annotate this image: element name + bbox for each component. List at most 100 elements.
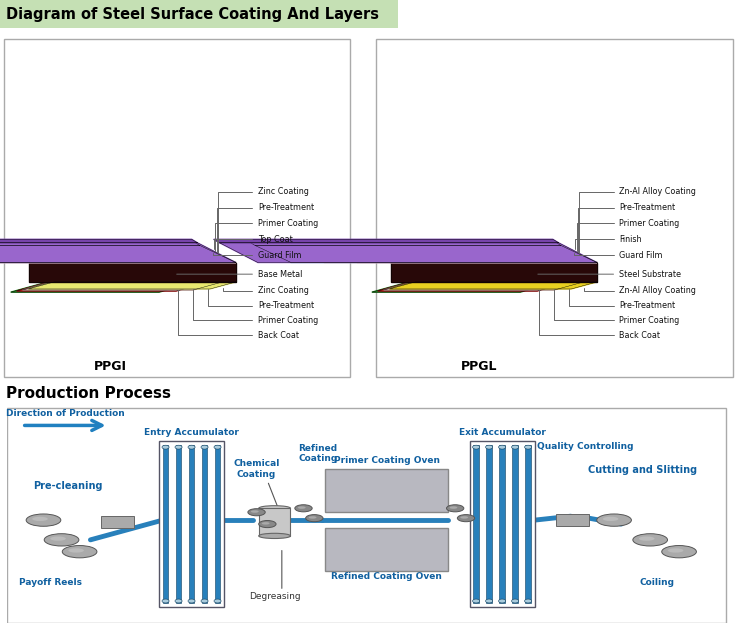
Polygon shape: [255, 245, 597, 262]
Ellipse shape: [32, 517, 48, 521]
Polygon shape: [11, 255, 236, 262]
Circle shape: [175, 445, 182, 449]
Bar: [259, 508, 290, 536]
Ellipse shape: [461, 516, 468, 519]
Text: Guard Film: Guard Film: [213, 250, 301, 260]
FancyBboxPatch shape: [556, 515, 589, 526]
Polygon shape: [0, 251, 236, 262]
Ellipse shape: [450, 506, 458, 509]
Text: PPGL: PPGL: [461, 360, 497, 373]
Polygon shape: [0, 244, 202, 248]
Text: Base Metal: Base Metal: [177, 270, 302, 279]
Circle shape: [188, 445, 195, 449]
Ellipse shape: [50, 537, 66, 541]
Text: Primer Coating Oven: Primer Coating Oven: [334, 456, 439, 465]
Circle shape: [472, 599, 480, 603]
Text: Degreasing: Degreasing: [249, 592, 301, 601]
Circle shape: [498, 445, 506, 449]
FancyBboxPatch shape: [101, 516, 134, 528]
Text: Pre-Treatment: Pre-Treatment: [578, 203, 675, 252]
Text: Zn-Al Alloy Coating: Zn-Al Alloy Coating: [584, 286, 696, 295]
Text: Production Process: Production Process: [6, 386, 171, 401]
Ellipse shape: [458, 515, 475, 521]
Text: Guard Film: Guard Film: [574, 250, 663, 260]
Text: Primer Coating: Primer Coating: [215, 219, 318, 251]
Circle shape: [214, 599, 221, 603]
Circle shape: [511, 599, 519, 603]
Polygon shape: [290, 248, 597, 262]
Text: Exit Accumulator: Exit Accumulator: [458, 428, 545, 437]
Polygon shape: [372, 255, 597, 262]
Bar: [499, 445, 505, 603]
Text: Zinc Coating: Zinc Coating: [218, 187, 309, 253]
Text: Refined
Coating: Refined Coating: [298, 443, 338, 463]
Text: Direction of Production: Direction of Production: [6, 409, 125, 418]
Circle shape: [188, 599, 195, 603]
Circle shape: [486, 599, 493, 603]
Text: Chemical
Coating: Chemical Coating: [234, 459, 280, 479]
Bar: [175, 445, 181, 603]
Ellipse shape: [633, 533, 668, 546]
Ellipse shape: [26, 514, 61, 526]
Text: Entry Accumulator: Entry Accumulator: [144, 428, 239, 437]
Polygon shape: [384, 282, 584, 290]
Polygon shape: [0, 246, 204, 250]
FancyBboxPatch shape: [7, 408, 726, 623]
Text: PPGI: PPGI: [94, 360, 127, 373]
FancyBboxPatch shape: [325, 469, 448, 512]
Bar: [163, 445, 169, 603]
Ellipse shape: [309, 516, 316, 519]
Ellipse shape: [639, 537, 654, 541]
Ellipse shape: [262, 522, 270, 525]
Ellipse shape: [597, 514, 632, 526]
Polygon shape: [372, 282, 557, 292]
FancyBboxPatch shape: [0, 0, 398, 28]
Ellipse shape: [295, 504, 312, 512]
Ellipse shape: [251, 510, 259, 513]
Polygon shape: [0, 245, 236, 262]
Ellipse shape: [44, 533, 79, 546]
Bar: [486, 445, 492, 603]
Ellipse shape: [668, 548, 683, 553]
FancyBboxPatch shape: [469, 441, 534, 607]
Circle shape: [472, 445, 480, 449]
Polygon shape: [390, 282, 597, 289]
Polygon shape: [0, 248, 236, 262]
Polygon shape: [29, 262, 236, 282]
Polygon shape: [355, 248, 567, 251]
Text: Back Coat: Back Coat: [178, 290, 299, 340]
FancyBboxPatch shape: [159, 441, 224, 607]
Bar: [214, 445, 220, 603]
Ellipse shape: [662, 545, 696, 558]
Polygon shape: [0, 239, 198, 243]
Ellipse shape: [259, 521, 276, 528]
Polygon shape: [0, 243, 236, 262]
Ellipse shape: [248, 509, 265, 516]
Circle shape: [525, 599, 531, 603]
Ellipse shape: [69, 548, 84, 553]
Ellipse shape: [259, 533, 290, 538]
Circle shape: [214, 445, 221, 449]
Circle shape: [162, 599, 169, 603]
Polygon shape: [23, 282, 223, 290]
Polygon shape: [320, 246, 565, 250]
Ellipse shape: [298, 506, 306, 509]
Ellipse shape: [62, 545, 97, 558]
Text: Refined Coating Oven: Refined Coating Oven: [331, 572, 442, 581]
Ellipse shape: [603, 517, 618, 521]
Ellipse shape: [447, 504, 464, 512]
Circle shape: [525, 445, 531, 449]
Bar: [202, 445, 208, 603]
Circle shape: [175, 599, 182, 603]
Text: Pre-cleaning: Pre-cleaning: [32, 481, 102, 491]
Circle shape: [486, 445, 493, 449]
Polygon shape: [378, 282, 570, 291]
Text: Pre-Treatment: Pre-Treatment: [217, 203, 314, 252]
Polygon shape: [249, 242, 561, 245]
Text: Primer Coating: Primer Coating: [554, 289, 680, 325]
Polygon shape: [214, 239, 559, 243]
Polygon shape: [0, 250, 236, 262]
Text: Diagram of Steel Surface Coating And Layers: Diagram of Steel Surface Coating And Lay…: [6, 7, 379, 21]
Text: Zinc Coating: Zinc Coating: [223, 286, 309, 295]
Text: Cutting and Slitting: Cutting and Slitting: [588, 465, 697, 475]
